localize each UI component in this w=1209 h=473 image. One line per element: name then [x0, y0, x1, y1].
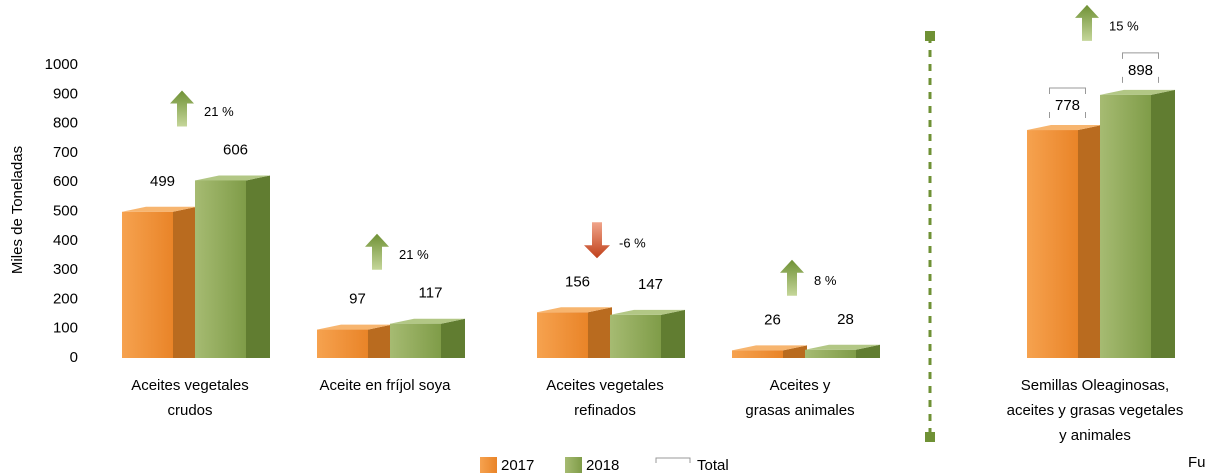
y-tick-label: 700 [53, 144, 78, 161]
value-label: 117 [419, 285, 443, 302]
x-tick-label: Aceites vegetales [546, 377, 664, 394]
x-tick-label: y animales [1059, 427, 1131, 444]
value-label: 898 [1128, 62, 1153, 79]
bar-side [368, 324, 392, 358]
legend-swatch [565, 457, 582, 473]
legend-label: 2017 [501, 457, 534, 473]
bar-top [1027, 125, 1102, 131]
y-axis-label: Miles de Toneladas [9, 146, 26, 274]
value-label: 28 [837, 311, 854, 328]
bar [317, 329, 368, 358]
bar-side [1151, 89, 1175, 359]
divider-end [925, 432, 935, 442]
x-tick-label: Aceite en fríjol soya [320, 377, 452, 394]
bar [122, 211, 173, 358]
bar [732, 350, 783, 358]
bar-top [610, 309, 685, 315]
bar-top [390, 318, 465, 324]
x-tick-label: crudos [167, 402, 212, 419]
y-tick-label: 500 [53, 202, 78, 219]
change-arrow [584, 222, 610, 259]
bar-top [122, 206, 197, 212]
value-label: 147 [638, 276, 663, 293]
y-tick-label: 1000 [45, 56, 78, 73]
y-tick-label: 200 [53, 290, 78, 307]
y-tick-label: 400 [53, 232, 78, 249]
bar-side [246, 175, 270, 358]
x-tick-label: Aceites y [770, 377, 831, 394]
change-arrow [780, 259, 804, 296]
bar-top [317, 324, 392, 330]
change-label: -6 % [619, 236, 646, 251]
y-tick-label: 900 [53, 85, 78, 102]
legend-label: Total [697, 457, 729, 473]
bar-side [1078, 125, 1102, 359]
bar-side [856, 344, 880, 358]
bar-top [537, 307, 612, 313]
bar [195, 180, 246, 358]
value-label: 26 [764, 311, 781, 328]
y-tick-label: 300 [53, 261, 78, 278]
bar-side [441, 318, 465, 358]
bar-top [732, 345, 807, 351]
total-bracket [1122, 52, 1159, 83]
bar-top [1100, 89, 1175, 95]
bar [610, 314, 661, 358]
bar-side [588, 307, 612, 358]
x-tick-label: refinados [574, 402, 636, 419]
bar [805, 349, 856, 358]
change-label: 8 % [814, 273, 837, 288]
bar [1100, 94, 1151, 359]
x-tick-label: grasas animales [745, 402, 854, 419]
value-label: 778 [1055, 97, 1080, 114]
x-tick-label: Semillas Oleaginosas, [1021, 377, 1169, 394]
change-label: 21 % [204, 104, 234, 119]
x-tick-label: aceites y grasas vegetales [1007, 402, 1184, 419]
value-label: 156 [565, 273, 590, 290]
bar-top [195, 175, 270, 181]
x-tick-label: Aceites vegetales [131, 377, 249, 394]
bar [537, 312, 588, 358]
bar-side [783, 345, 807, 358]
bar [1027, 130, 1078, 358]
divider-end [925, 31, 935, 41]
bar-side [661, 309, 685, 358]
y-tick-label: 800 [53, 115, 78, 132]
change-label: 15 % [1109, 18, 1139, 33]
legend-swatch [480, 457, 497, 473]
bar-side [173, 206, 197, 358]
change-arrow [365, 233, 389, 270]
source: Fu [1188, 454, 1206, 471]
value-label: 499 [150, 173, 175, 190]
total-bracket [1049, 87, 1086, 119]
value-label: 97 [349, 291, 366, 308]
change-label: 21 % [399, 247, 429, 262]
change-arrow [1075, 4, 1099, 41]
legend-label: 2018 [586, 457, 619, 473]
y-tick-label: 100 [53, 320, 78, 337]
legend-bracket [655, 457, 691, 463]
bar-top [805, 344, 880, 350]
bar [390, 323, 441, 358]
y-tick-label: 0 [70, 349, 78, 366]
value-label: 606 [223, 141, 248, 158]
change-arrow [170, 90, 194, 127]
y-tick-label: 600 [53, 173, 78, 190]
